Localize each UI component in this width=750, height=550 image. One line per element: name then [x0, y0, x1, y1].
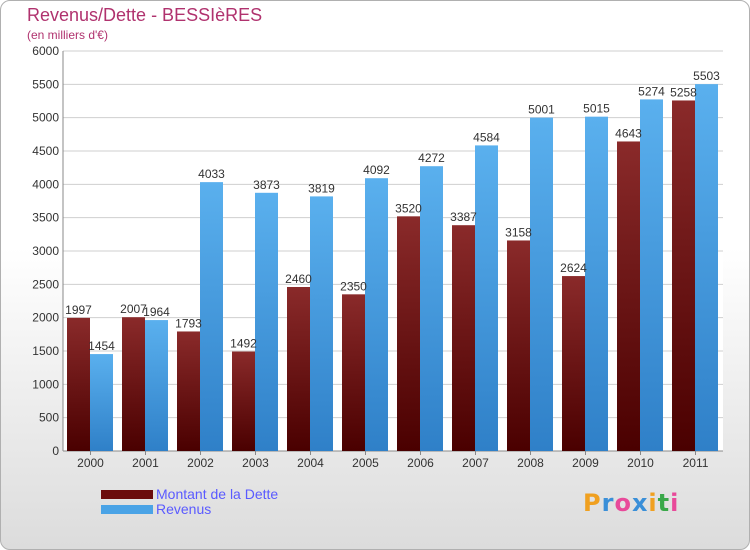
debt-value-label: 1793 — [175, 316, 202, 330]
logo-letter: o — [614, 489, 632, 517]
debt-swatch — [101, 490, 153, 499]
y-tick-label: 500 — [39, 411, 59, 425]
debt-bar — [122, 317, 145, 451]
x-tick-label: 2005 — [352, 456, 379, 470]
y-tick-label: 1500 — [32, 344, 59, 358]
debt-value-label: 2350 — [340, 279, 367, 293]
revenue-bar — [420, 166, 443, 451]
y-tick-label: 5000 — [32, 111, 59, 125]
y-tick-label: 4500 — [32, 144, 59, 158]
revenue-value-label: 5274 — [638, 84, 665, 98]
revenue-value-label: 1964 — [143, 305, 170, 319]
debt-bar — [397, 216, 420, 451]
debt-bar — [672, 100, 695, 451]
debt-value-label: 1997 — [65, 303, 92, 317]
revenue-value-label: 4272 — [418, 151, 445, 165]
revenue-value-label: 1454 — [88, 339, 115, 353]
revenue-value-label: 4033 — [198, 167, 225, 181]
y-tick-label: 2500 — [32, 277, 59, 291]
revenue-value-label: 4584 — [473, 130, 500, 144]
revenue-bar — [640, 99, 663, 452]
revenue-bar — [255, 192, 278, 452]
debt-bar — [342, 294, 365, 451]
debt-value-label: 1492 — [230, 337, 257, 351]
x-tick-label: 2004 — [297, 456, 324, 470]
y-tick-label: 4000 — [32, 177, 59, 191]
debt-value-label: 2007 — [120, 302, 147, 316]
logo-letter: i — [670, 489, 680, 517]
logo-letter: x — [631, 489, 649, 517]
debt-value-label: 2624 — [560, 261, 587, 275]
revenue-bar — [530, 117, 553, 451]
legend-label-debt: Montant de la Dette — [156, 486, 279, 502]
y-tick-label: 0 — [52, 444, 59, 458]
logo-letter: r — [601, 489, 615, 517]
debt-value-label: 2460 — [285, 272, 312, 286]
revenue-value-label: 5001 — [528, 103, 555, 117]
x-tick-label: 2001 — [132, 456, 159, 470]
revenue-bar — [695, 84, 718, 451]
debt-bar — [177, 331, 200, 451]
logo-letter: i — [648, 489, 658, 517]
debt-bar — [452, 225, 475, 451]
debt-bar — [617, 141, 640, 451]
logo-letter: t — [657, 489, 671, 517]
revenue-value-label: 5503 — [693, 69, 720, 83]
y-tick-label: 6000 — [32, 44, 59, 58]
debt-bar — [232, 351, 255, 451]
revenue-bar — [475, 145, 498, 451]
x-tick-label: 2011 — [683, 456, 709, 470]
debt-bar — [67, 317, 90, 451]
chart-title: Revenus/Dette - BESSIèRES — [27, 5, 263, 25]
revenue-value-label: 4092 — [363, 163, 390, 177]
revenue-bar — [200, 182, 223, 451]
debt-value-label: 3387 — [450, 210, 477, 224]
x-tick-label: 2000 — [77, 456, 104, 470]
x-tick-label: 2003 — [242, 456, 269, 470]
x-tick-label: 2008 — [517, 456, 544, 470]
revenue-value-label: 5015 — [583, 102, 610, 116]
revenue-value-label: 3819 — [308, 181, 335, 195]
revenue-bar — [90, 354, 113, 451]
debt-bar — [507, 240, 530, 451]
chart-subtitle: (en milliers d'€) — [27, 28, 108, 42]
revenue-bar — [145, 320, 168, 451]
x-tick-label: 2010 — [627, 456, 654, 470]
x-tick-label: 2007 — [462, 456, 489, 470]
x-tick-label: 2006 — [407, 456, 434, 470]
debt-value-label: 5258 — [670, 85, 697, 99]
y-tick-label: 3500 — [32, 211, 59, 225]
debt-bar — [287, 287, 310, 451]
revenue-value-label: 3873 — [253, 178, 280, 192]
debt-value-label: 3158 — [505, 225, 532, 239]
debt-value-label: 3520 — [395, 201, 422, 215]
proxiti-logo: Proxiti — [583, 489, 679, 517]
revenue-bar — [365, 178, 388, 451]
x-tick-label: 2002 — [187, 456, 214, 470]
legend-label-revenue: Revenus — [156, 501, 212, 517]
revenue-swatch — [101, 505, 153, 514]
revenue-bar — [310, 196, 333, 451]
logo-letter: P — [583, 489, 602, 517]
debt-value-label: 4643 — [615, 126, 642, 140]
revenue-bar — [585, 116, 608, 452]
debt-bar — [562, 276, 585, 451]
y-tick-label: 3000 — [32, 244, 59, 258]
y-tick-label: 5500 — [32, 77, 59, 91]
y-tick-label: 1000 — [32, 377, 59, 391]
x-tick-label: 2009 — [572, 456, 599, 470]
y-tick-label: 2000 — [32, 311, 59, 325]
